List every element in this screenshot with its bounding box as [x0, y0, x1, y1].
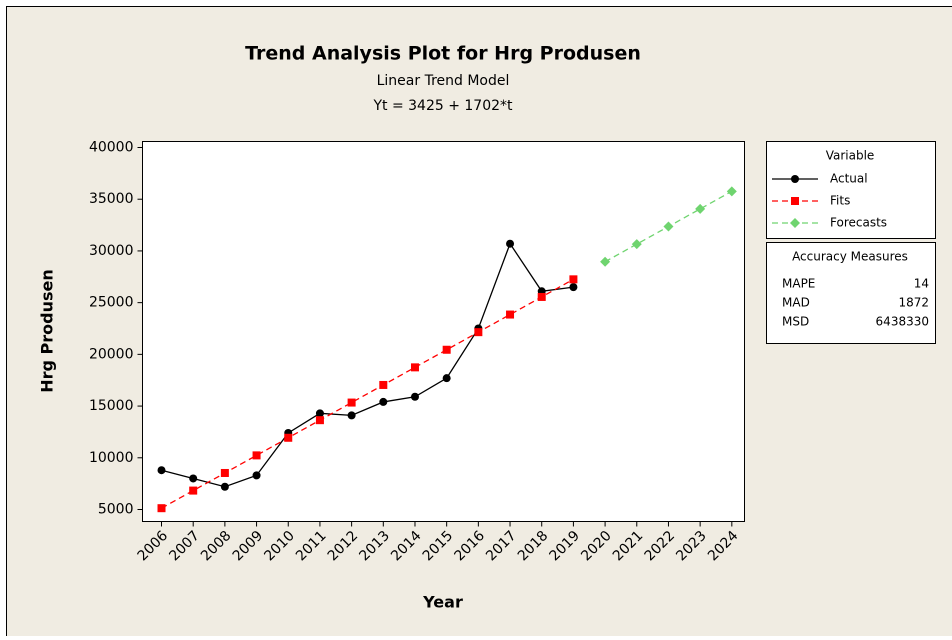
chart-subtitle: Linear Trend Model	[377, 73, 510, 89]
data-point	[221, 469, 229, 477]
data-point	[158, 466, 166, 474]
data-point	[221, 483, 229, 491]
data-point	[284, 434, 292, 442]
legend-label: Actual	[830, 172, 868, 186]
data-point	[189, 474, 197, 482]
data-point	[348, 399, 356, 407]
data-point	[538, 293, 546, 301]
y-tick-label: 35000	[89, 191, 134, 207]
data-point	[411, 363, 419, 371]
data-point	[506, 240, 514, 248]
data-point	[158, 504, 166, 512]
data-point	[379, 381, 387, 389]
data-point	[379, 398, 387, 406]
y-tick-label: 15000	[89, 398, 134, 414]
x-axis-label: Year	[422, 593, 463, 612]
plot-area	[143, 142, 745, 522]
accuracy-name: MAD	[782, 296, 810, 310]
legend-label: Fits	[830, 194, 850, 208]
accuracy-value: 6438330	[876, 315, 929, 329]
y-tick-label: 5000	[98, 502, 134, 518]
data-point	[443, 346, 451, 354]
accuracy-value: 14	[914, 277, 929, 291]
data-point	[253, 471, 261, 479]
accuracy-name: MSD	[782, 315, 809, 329]
data-point	[316, 416, 324, 424]
data-point	[443, 374, 451, 382]
y-tick-label: 30000	[89, 243, 134, 259]
legend-label: Forecasts	[830, 216, 887, 230]
data-point	[569, 275, 577, 283]
y-tick-label: 40000	[89, 139, 134, 155]
data-point	[316, 409, 324, 417]
y-tick-label: 20000	[89, 346, 134, 362]
data-point	[348, 411, 356, 419]
y-axis-label: Hrg Produsen	[38, 269, 57, 393]
chart-title: Trend Analysis Plot for Hrg Produsen	[245, 43, 641, 65]
accuracy-name: MAPE	[782, 277, 815, 291]
data-point	[569, 283, 577, 291]
data-point	[474, 328, 482, 336]
legend-marker	[791, 197, 799, 205]
legend-marker	[791, 175, 799, 183]
accuracy-value: 1872	[898, 296, 929, 310]
y-tick-label: 25000	[89, 295, 134, 311]
data-point	[411, 393, 419, 401]
data-point	[253, 451, 261, 459]
data-point	[189, 487, 197, 495]
legend-title: Variable	[826, 149, 875, 163]
accuracy-title: Accuracy Measures	[792, 250, 908, 264]
data-point	[506, 311, 514, 319]
y-tick-label: 10000	[89, 450, 134, 466]
equation: Yt = 3425 + 1702*t	[372, 98, 513, 114]
